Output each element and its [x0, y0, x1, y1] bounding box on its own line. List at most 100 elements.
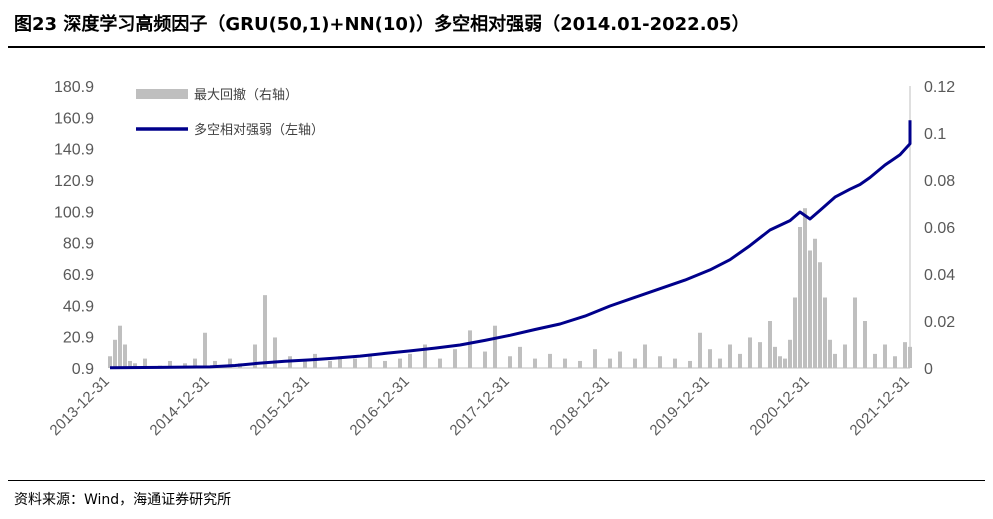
drawdown-bar	[578, 360, 582, 368]
drawdown-bar	[328, 360, 332, 368]
drawdown-bar	[213, 360, 217, 368]
y-right-tick-label: 0.06	[924, 220, 955, 237]
drawdown-bar	[263, 295, 267, 368]
drawdown-bar	[108, 356, 112, 368]
drawdown-bar	[893, 356, 897, 368]
tick-labels-layer: 180.9 160.9 140.9 120.9 100.9 80.9 60.9 40.9 20.…	[47, 79, 956, 439]
y-left-tick-label: 40.9	[63, 298, 94, 315]
drawdown-bar	[128, 360, 132, 368]
x-tick-label: 2013-12-31	[47, 373, 113, 439]
chart-canvas: 180.9 160.9 140.9 120.9 100.9 80.9 60.9 40.9 20.…	[47, 79, 956, 439]
drawdown-bar	[833, 353, 837, 368]
drawdown-bar	[758, 342, 762, 368]
drawdown-bar	[748, 337, 752, 368]
drawdown-bar	[353, 358, 357, 368]
y-left-tick-label: 180.9	[54, 79, 94, 96]
drawdown-bar	[483, 351, 487, 368]
drawdown-bar	[273, 337, 277, 368]
drawdown-bar	[468, 330, 472, 368]
drawdown-bar	[453, 349, 457, 368]
drawdown-bar	[608, 358, 612, 368]
drawdown-bar	[863, 321, 867, 368]
drawdown-bar	[368, 353, 372, 368]
y-right-tick-label: 0.02	[924, 314, 955, 331]
drawdown-bar	[803, 208, 807, 368]
y-left-tick-label: 100.9	[54, 204, 94, 221]
long-short-line	[109, 120, 912, 370]
drawdown-bar	[113, 339, 117, 368]
drawdown-bar	[658, 356, 662, 368]
source-rule	[8, 480, 985, 481]
drawdown-bar	[828, 339, 832, 368]
drawdown-bar	[398, 358, 402, 368]
x-tick-label: 2021-12-31	[847, 373, 913, 439]
y-left-tick-label: 80.9	[63, 236, 94, 253]
drawdown-bar	[873, 353, 877, 368]
drawdown-bar	[133, 363, 137, 368]
drawdown-bar	[408, 353, 412, 368]
drawdown-bar	[718, 358, 722, 368]
legend: 最大回撤（右轴） 多空相对强弱（左轴）	[136, 87, 324, 138]
y-right-tick-label: 0.04	[924, 267, 955, 284]
drawdown-bar	[423, 344, 427, 368]
title-rule	[8, 46, 985, 48]
y-right-tick-label: 0.12	[924, 79, 955, 96]
drawdown-bar	[193, 358, 197, 368]
drawdown-bar	[773, 346, 777, 368]
drawdown-bar	[708, 349, 712, 368]
y-right-tick-label: 0.1	[924, 126, 946, 143]
drawdown-area-layer	[108, 208, 912, 368]
x-tick-label: 2019-12-31	[647, 373, 713, 439]
legend-label-drawdown: 最大回撤（右轴）	[194, 87, 298, 103]
drawdown-bar	[798, 227, 802, 368]
drawdown-bar	[688, 360, 692, 368]
drawdown-bar	[123, 344, 127, 368]
drawdown-bar	[168, 360, 172, 368]
y-left-tick-label: 20.9	[63, 330, 94, 347]
y-left-tick-label: 140.9	[54, 142, 94, 159]
drawdown-bar	[783, 358, 787, 368]
drawdown-bar	[518, 346, 522, 368]
y-left-tick-label: 60.9	[63, 267, 94, 284]
drawdown-bar	[808, 250, 812, 368]
drawdown-bar	[818, 262, 822, 368]
x-tick-label: 2015-12-31	[247, 373, 313, 439]
y-left-tick-label: 0.9	[72, 361, 94, 378]
drawdown-bar	[673, 358, 677, 368]
drawdown-bar	[643, 344, 647, 368]
drawdown-bar	[903, 342, 907, 368]
y-right-tick-label: 0.08	[924, 173, 955, 190]
drawdown-bar	[508, 356, 512, 368]
x-tick-label: 2020-12-31	[747, 373, 813, 439]
drawdown-bar	[793, 297, 797, 368]
x-tick-label: 2014-12-31	[147, 373, 213, 439]
drawdown-bar	[303, 360, 307, 368]
drawdown-bar	[493, 325, 497, 368]
drawdown-bar	[813, 238, 817, 368]
drawdown-bar	[788, 339, 792, 368]
y-left-tick-label: 160.9	[54, 110, 94, 127]
x-tick-label: 2017-12-31	[447, 373, 513, 439]
drawdown-bar	[853, 297, 857, 368]
y-left-tick-label: 120.9	[54, 173, 94, 190]
drawdown-bar	[548, 353, 552, 368]
y-right-tick-label: 0	[924, 361, 933, 378]
drawdown-bar	[633, 358, 637, 368]
legend-swatch-drawdown	[136, 89, 188, 99]
drawdown-bar	[618, 351, 622, 368]
drawdown-bar	[383, 360, 387, 368]
drawdown-bar	[203, 332, 207, 368]
drawdown-bar	[563, 358, 567, 368]
drawdown-bar	[593, 349, 597, 368]
source-note: 资料来源：Wind，海通证券研究所	[14, 492, 232, 508]
drawdown-bar	[823, 297, 827, 368]
drawdown-bar	[698, 332, 702, 368]
drawdown-bar	[118, 325, 122, 368]
long-short-line-layer	[109, 120, 912, 370]
legend-label-line: 多空相对强弱（左轴）	[194, 122, 324, 138]
drawdown-bar	[533, 358, 537, 368]
x-tick-label: 2018-12-31	[547, 373, 613, 439]
x-tick-label: 2016-12-31	[347, 373, 413, 439]
drawdown-bar	[438, 358, 442, 368]
drawdown-bar	[738, 353, 742, 368]
